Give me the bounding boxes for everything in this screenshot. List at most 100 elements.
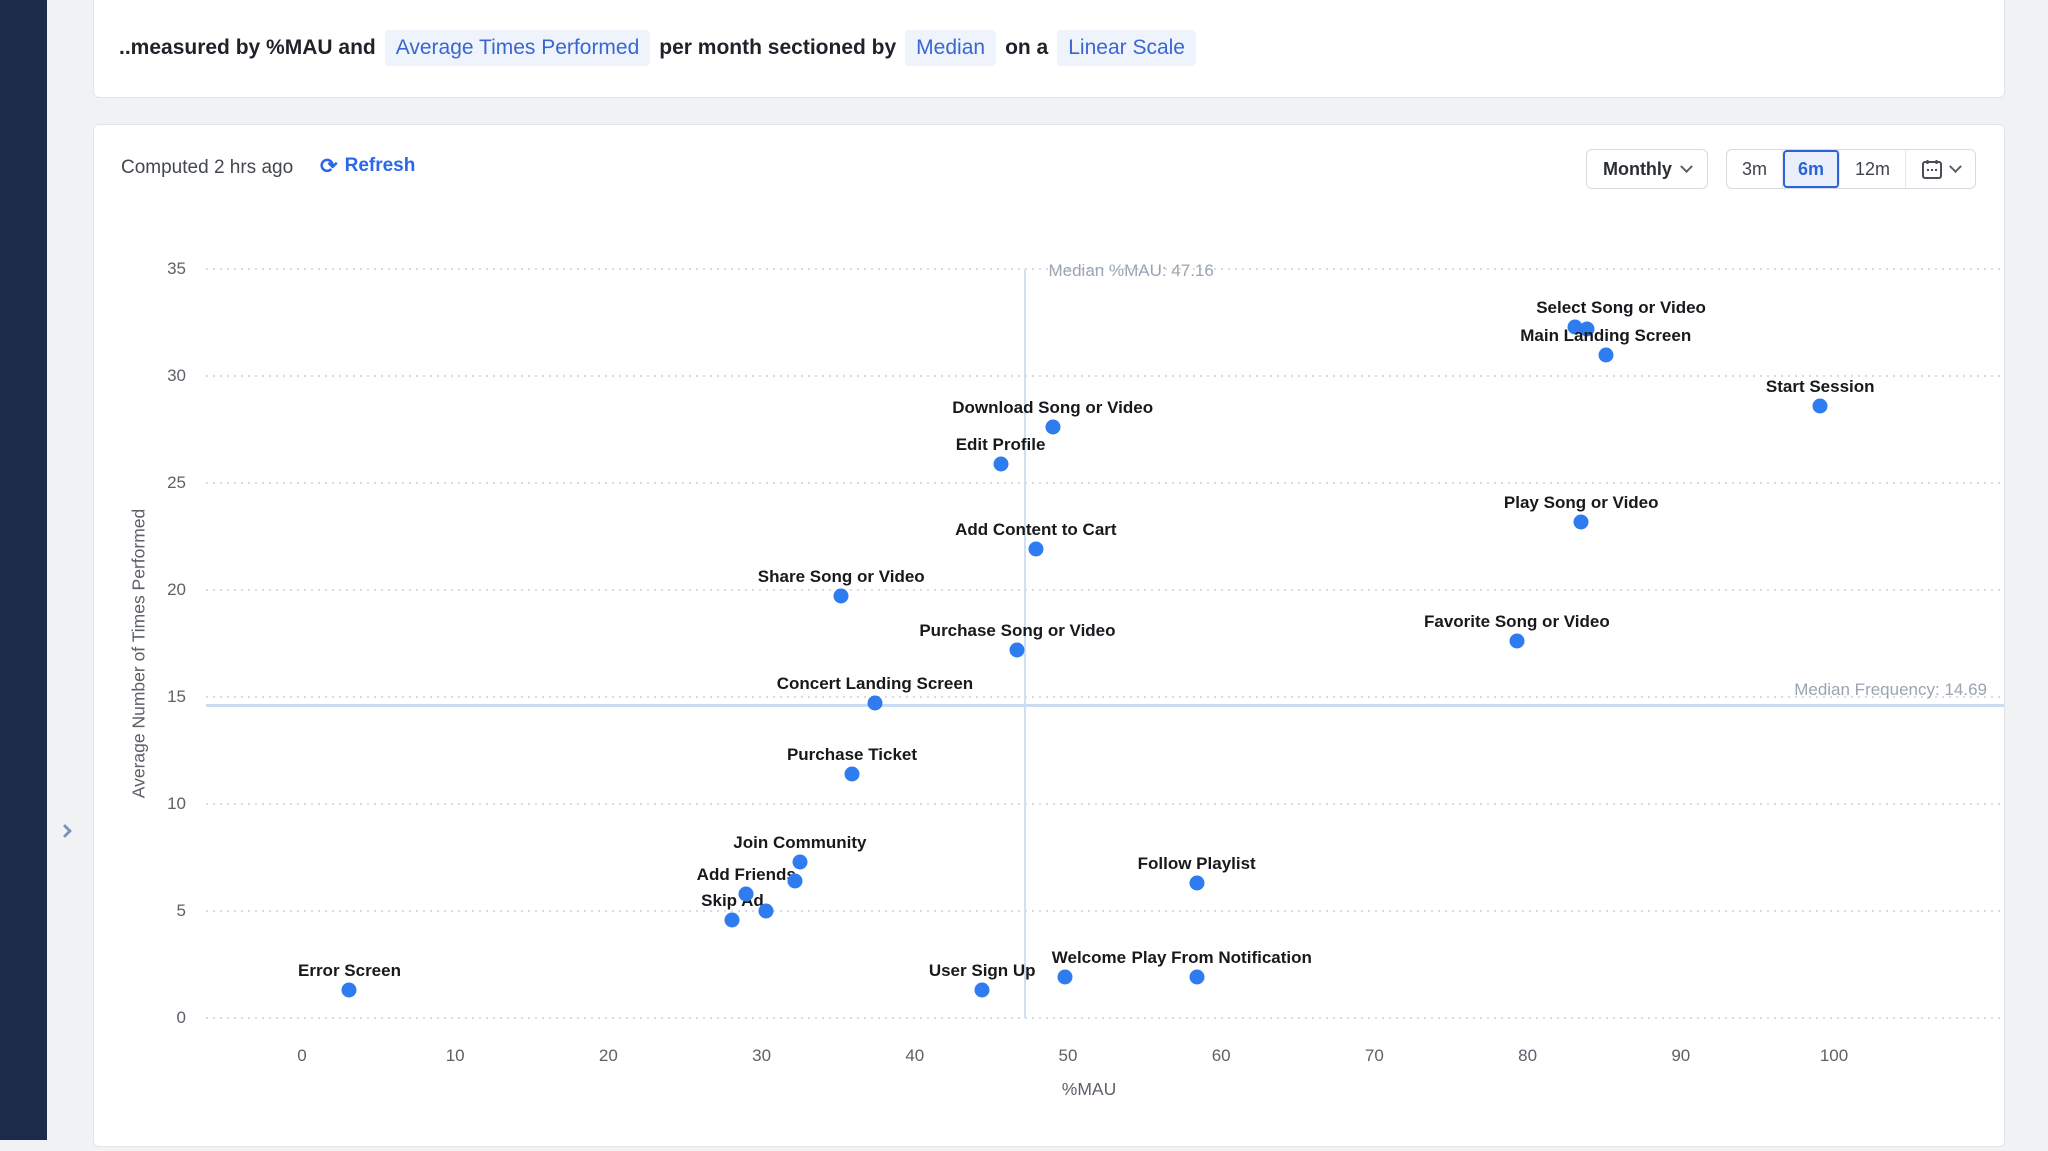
data-point-label: Play Song or Video <box>1503 492 1659 512</box>
y-axis-tick-label: 15 <box>167 687 186 706</box>
date-range-segmented-control: 3m 6m 12m <box>1725 149 1976 189</box>
y-axis-title: Average Number of Times Performed <box>128 508 149 799</box>
chart-controls: Monthly 3m 6m 12m <box>1585 149 1976 189</box>
sectioned-by-text: per month sectioned by <box>659 36 897 59</box>
y-gridline <box>206 910 2004 912</box>
data-point[interactable] <box>787 873 803 889</box>
y-gridline <box>206 696 2004 698</box>
x-axis-tick-label: 90 <box>1671 1046 1691 1065</box>
data-point[interactable] <box>724 912 740 928</box>
data-point[interactable] <box>1009 642 1025 658</box>
y-axis-tick-label: 10 <box>167 794 186 813</box>
x-axis-tick-label: 30 <box>752 1046 772 1065</box>
query-sentence: ..measured by %MAU and Average Times Per… <box>119 0 1196 97</box>
y-axis-tick-label: 20 <box>167 580 186 599</box>
custom-date-range-button[interactable] <box>1906 150 1975 188</box>
x-axis-tick-label: 100 <box>1819 1046 1849 1065</box>
scale-chip[interactable]: Linear Scale <box>1057 30 1196 66</box>
y-axis-tick-label: 25 <box>167 473 186 492</box>
x-axis-tick-label: 80 <box>1518 1046 1538 1065</box>
data-point[interactable] <box>341 982 357 998</box>
data-point[interactable] <box>738 886 754 902</box>
data-point[interactable] <box>1567 319 1583 335</box>
y-gridline <box>206 803 2004 805</box>
x-axis-title: %MAU <box>1061 1079 1117 1099</box>
left-nav-rail <box>0 0 47 1140</box>
x-axis-tick-label: 50 <box>1058 1046 1078 1065</box>
data-point-label: Favorite Song or Video <box>1423 612 1610 632</box>
data-point-label: Purchase Song or Video <box>919 620 1116 640</box>
y-gridline <box>206 375 2004 377</box>
y-axis-tick-label: 0 <box>176 1008 186 1027</box>
data-point-label: Concert Landing Screen <box>776 674 974 694</box>
y-gridline <box>206 482 2004 484</box>
metric-chip[interactable]: Average Times Performed <box>384 30 651 66</box>
data-point[interactable] <box>844 766 860 782</box>
refresh-button[interactable]: ⟳ Refresh <box>320 155 415 177</box>
data-point[interactable] <box>1045 419 1061 435</box>
data-point-label: Download Song or Video <box>952 398 1154 418</box>
calendar-icon <box>1922 160 1942 179</box>
y-gridline <box>206 1017 2004 1019</box>
median-x-label: Median %MAU: 47.16 <box>1048 261 1214 280</box>
data-point-label: Share Song or Video <box>757 567 925 587</box>
x-axis-tick-label: 0 <box>297 1046 307 1065</box>
chart-panel-header: Computed 2 hrs ago ⟳ Refresh Monthly 3m … <box>94 125 2004 205</box>
data-point-label: Skip Ad <box>701 890 764 910</box>
data-point-label: Main Landing Screen <box>1520 325 1692 345</box>
data-point-label: Play From Notification <box>1131 948 1312 968</box>
interval-dropdown-value: Monthly <box>1602 158 1672 179</box>
chart-card: Computed 2 hrs ago ⟳ Refresh Monthly 3m … <box>93 124 2005 1147</box>
data-point[interactable] <box>974 982 990 998</box>
data-point[interactable] <box>1189 875 1205 891</box>
data-point[interactable] <box>1812 398 1828 414</box>
y-axis-tick-label: 5 <box>176 901 186 920</box>
scatter-plot: 0 5 10 15 20 25 30 35 0 10 20 30 40 50 60 70 80 90 100 Aver… <box>94 125 2006 1148</box>
y-gridline <box>206 589 2004 591</box>
data-point[interactable] <box>833 588 849 604</box>
x-axis-tick-label: 40 <box>905 1046 925 1065</box>
y-axis-tick-label: 35 <box>167 259 186 278</box>
data-point[interactable] <box>1573 514 1589 530</box>
x-axis-tick-label: 20 <box>598 1046 618 1065</box>
data-point[interactable] <box>1057 969 1073 985</box>
chevron-right-icon <box>57 823 73 839</box>
data-point-label: Join Community <box>733 832 867 852</box>
data-point-label: Start Session <box>1765 376 1875 396</box>
data-point[interactable] <box>993 456 1009 472</box>
data-point[interactable] <box>1598 347 1614 363</box>
x-axis-tick-label: 10 <box>445 1046 465 1065</box>
data-point-label: Error Screen <box>297 961 401 981</box>
range-option-6m[interactable]: 6m <box>1782 150 1840 188</box>
data-point-label: Add Content to Cart <box>955 520 1117 540</box>
panel-expand-button[interactable] <box>54 818 82 846</box>
range-option-12m[interactable]: 12m <box>1840 150 1906 188</box>
data-point[interactable] <box>1509 633 1525 649</box>
data-point[interactable] <box>1028 541 1044 557</box>
interval-dropdown[interactable]: Monthly <box>1585 149 1708 189</box>
data-point[interactable] <box>867 695 883 711</box>
data-point-label: Follow Playlist <box>1137 854 1256 874</box>
section-chip[interactable]: Median <box>905 30 997 66</box>
data-point-label: Select Song or Video <box>1536 297 1706 317</box>
median-y-line <box>206 703 2004 707</box>
y-gridline <box>206 268 2004 270</box>
query-definition-card: ..measured by %MAU and Average Times Per… <box>93 0 2005 98</box>
data-point[interactable] <box>1189 969 1205 985</box>
median-y-label: Median Frequency: 14.69 <box>1794 679 1987 699</box>
connector-text: on a <box>1005 36 1049 59</box>
data-point[interactable] <box>792 854 808 870</box>
data-point[interactable] <box>1579 321 1595 337</box>
x-axis-tick-label: 60 <box>1211 1046 1231 1065</box>
measured-by-text: ..measured by %MAU and <box>119 36 376 59</box>
median-x-line <box>1024 269 1027 1018</box>
range-option-3m[interactable]: 3m <box>1727 150 1783 188</box>
y-axis-tick-label: 30 <box>167 366 186 385</box>
x-axis-tick-label: 70 <box>1364 1046 1384 1065</box>
data-point[interactable] <box>758 903 774 919</box>
computed-timestamp: Computed 2 hrs ago <box>121 157 294 178</box>
data-point-label: Add Friends <box>696 864 796 884</box>
refresh-icon: ⟳ <box>320 154 338 178</box>
data-point-label: Purchase Ticket <box>786 745 918 765</box>
